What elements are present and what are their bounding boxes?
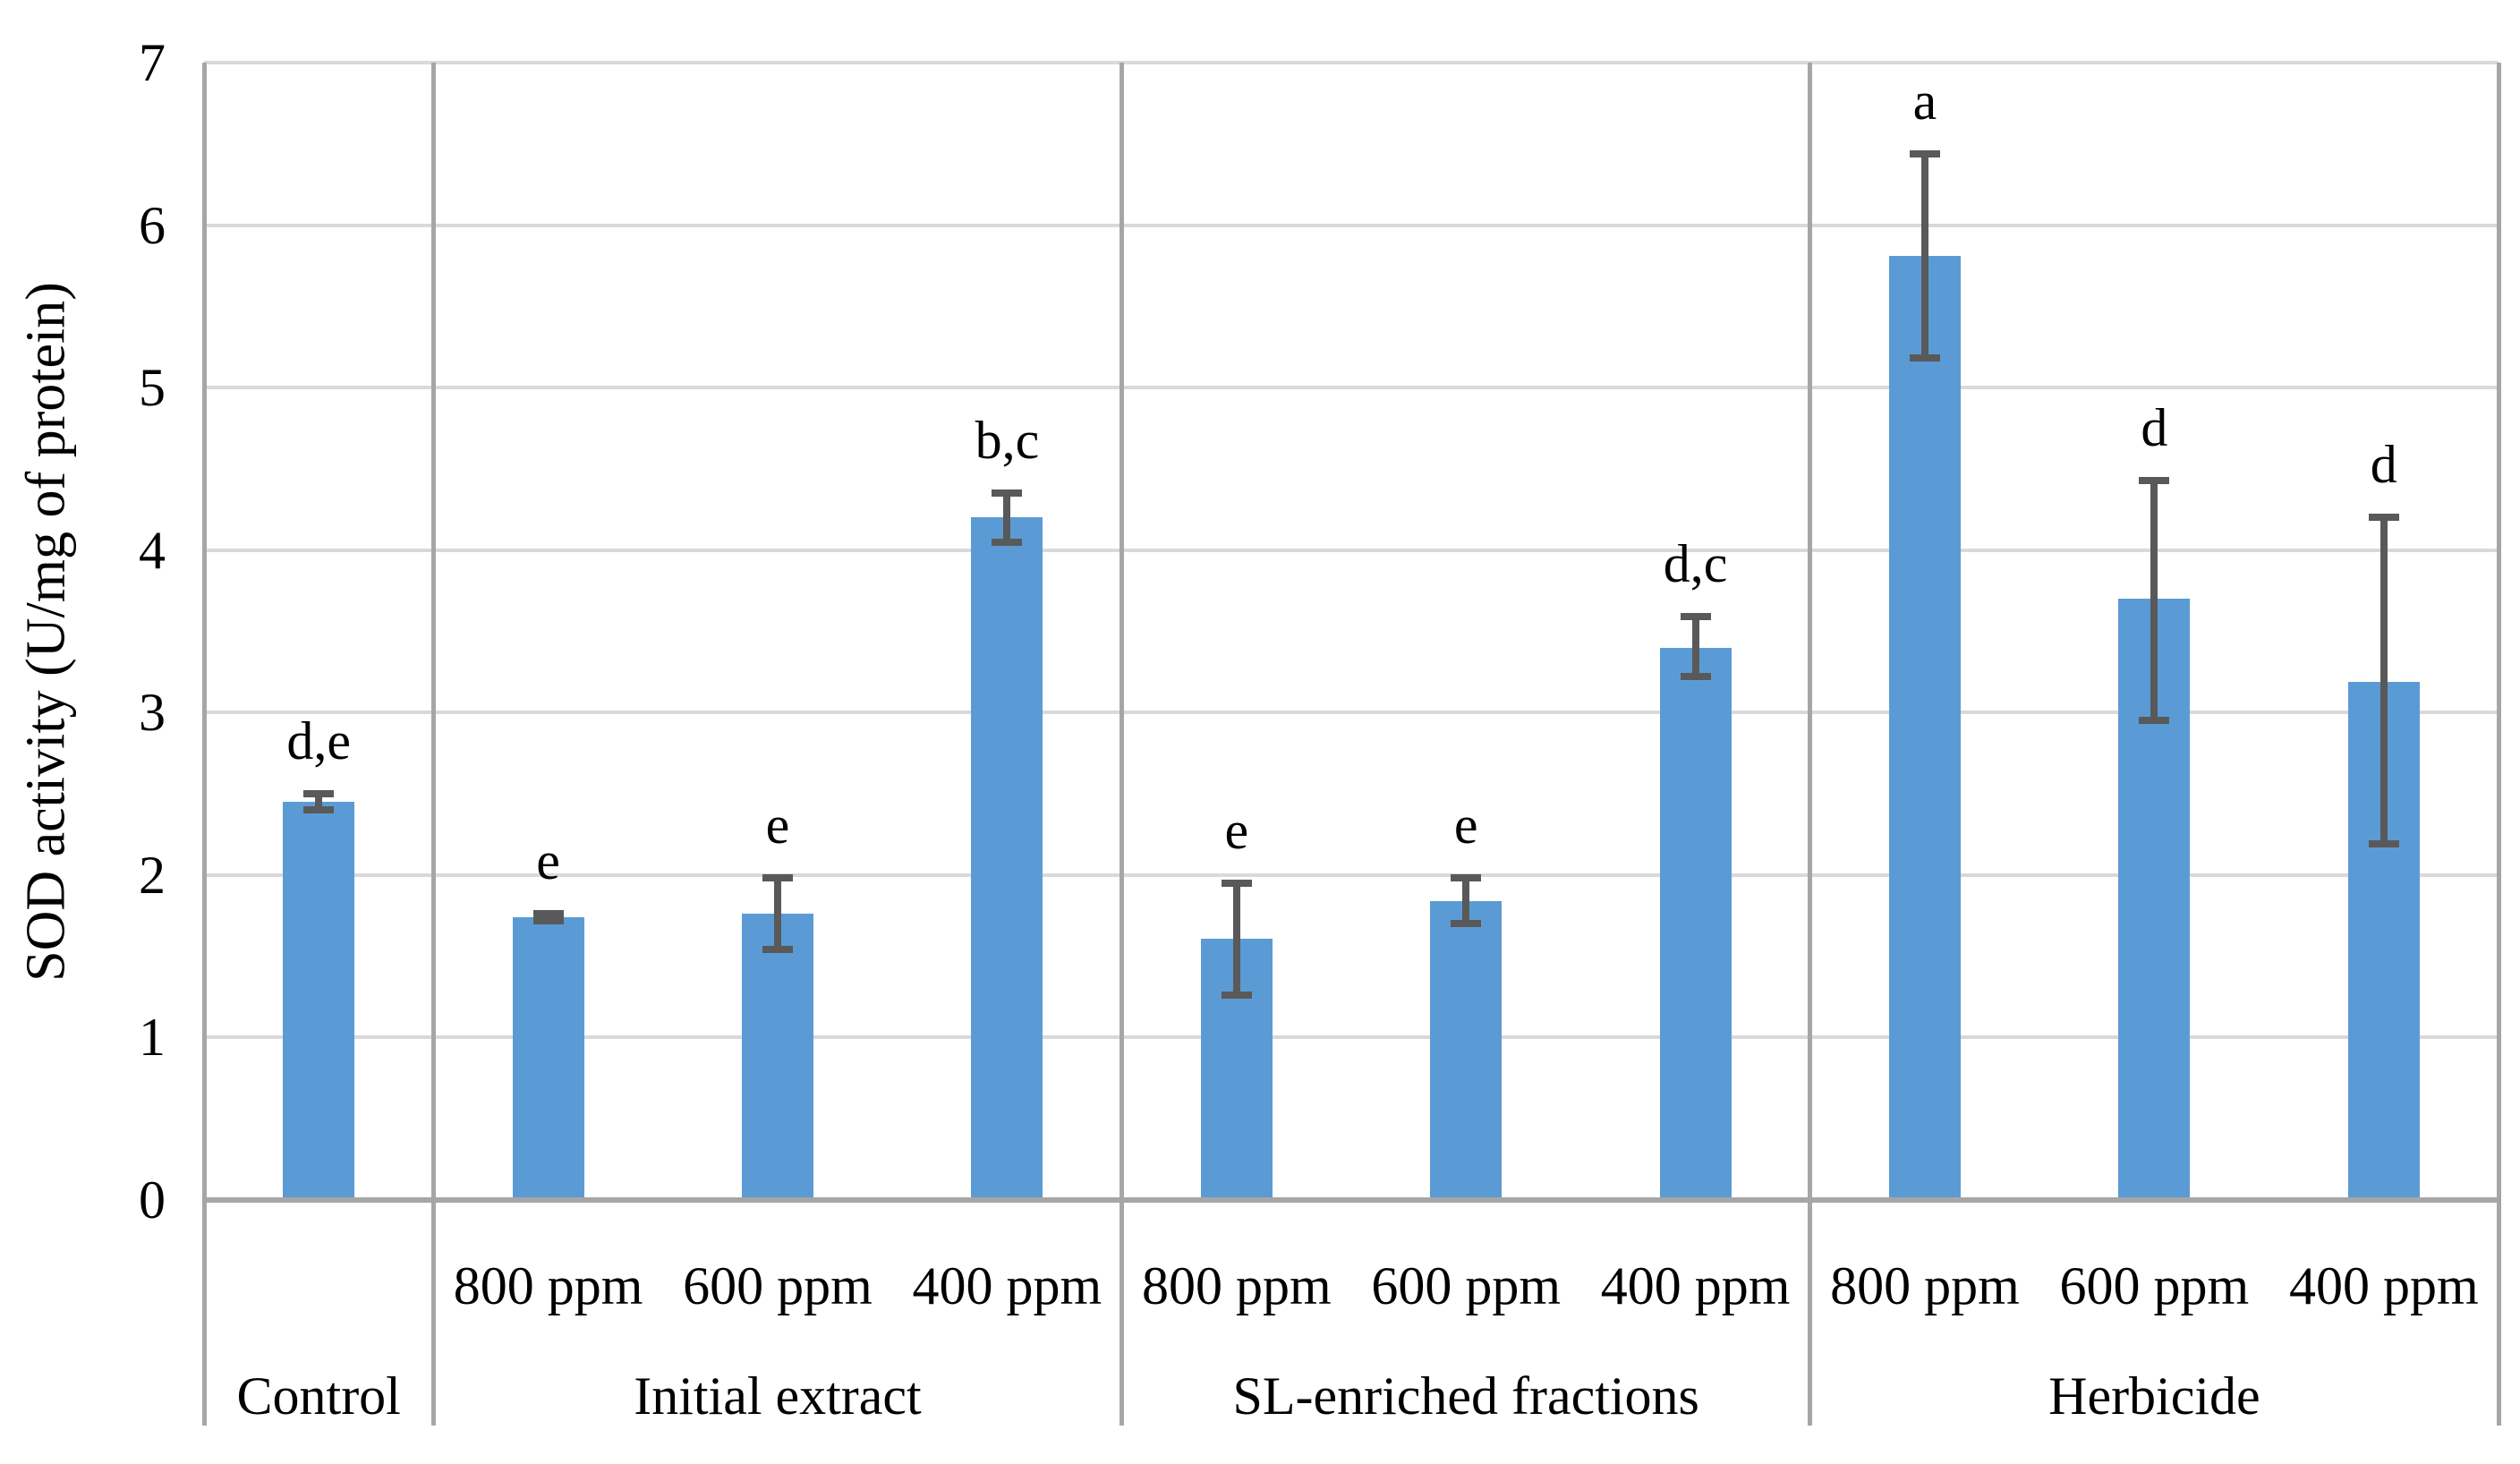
category-separator-line: [2496, 63, 2501, 1426]
error-bar-cap-top: [1910, 149, 1940, 157]
y-tick-label: 6: [139, 195, 166, 255]
significance-label: d: [2370, 435, 2397, 495]
group-label: SL-enriched fractions: [1232, 1366, 1699, 1426]
bar: [1889, 256, 1961, 1200]
error-bar-line: [1232, 882, 1240, 996]
category-separator-line: [430, 63, 436, 1426]
significance-label: e: [1224, 800, 1249, 860]
gridline: [204, 1035, 2499, 1040]
significance-label: b,c: [975, 411, 1040, 471]
group-label: Initial extract: [634, 1366, 922, 1426]
y-tick-label: 0: [139, 1170, 166, 1230]
error-bar-line: [774, 878, 781, 950]
error-bar-cap-bottom: [992, 538, 1023, 546]
y-tick-label: 5: [139, 358, 166, 418]
error-bar-cap-top: [762, 874, 793, 882]
error-bar-line: [2150, 480, 2158, 721]
error-bar-cap-bottom: [1451, 920, 1482, 928]
error-bar-cap-bottom: [303, 806, 335, 814]
error-bar-cap-top: [1680, 613, 1711, 621]
bar: [1659, 647, 1732, 1200]
x-axis-line: [204, 1197, 2499, 1203]
category-separator-line: [1808, 63, 1813, 1426]
error-bar-cap-top: [2139, 476, 2170, 484]
error-bar-cap-bottom: [1221, 992, 1252, 1000]
gridline: [204, 548, 2499, 552]
significance-label: e: [536, 831, 560, 891]
gridline: [204, 61, 2499, 64]
group-label: Control: [236, 1366, 401, 1426]
gridline: [204, 711, 2499, 715]
category-separator-line: [1120, 63, 1125, 1426]
bar: [971, 517, 1043, 1200]
error-bar-cap-bottom: [2368, 840, 2399, 848]
bar: [283, 802, 355, 1200]
significance-label: d,c: [1663, 534, 1728, 594]
y-tick-label: 4: [139, 520, 166, 580]
group-label: Herbicide: [2048, 1366, 2260, 1426]
y-tick-label: 1: [139, 1008, 166, 1068]
error-bar-line: [1003, 493, 1011, 542]
error-bar-cap-top: [2368, 514, 2399, 522]
bar: [512, 917, 584, 1200]
ppm-label: 800 ppm: [1830, 1256, 2020, 1315]
error-bar-cap-bottom: [532, 916, 564, 924]
error-bar-line: [315, 794, 323, 811]
category-separator-line: [201, 63, 207, 1426]
error-bar-cap-bottom: [2139, 717, 2170, 725]
significance-label: d,e: [286, 711, 351, 771]
ppm-label: 400 ppm: [2288, 1256, 2479, 1315]
error-bar-cap-top: [992, 489, 1023, 498]
error-bar-line: [2380, 517, 2388, 845]
bar: [1430, 900, 1503, 1200]
ppm-label: 400 ppm: [1600, 1256, 1791, 1315]
y-tick-label: 2: [139, 845, 166, 905]
error-bar-cap-top: [303, 790, 335, 798]
error-bar-cap-top: [1221, 879, 1252, 887]
error-bar-cap-top: [532, 910, 564, 918]
ppm-label: 600 ppm: [1371, 1256, 1562, 1315]
error-bar-line: [1462, 878, 1470, 924]
error-bar-line: [1921, 153, 1928, 359]
ppm-label: 800 ppm: [1141, 1256, 1332, 1315]
gridline: [204, 872, 2499, 877]
ppm-label: 600 ppm: [2059, 1256, 2250, 1315]
significance-label: e: [765, 796, 790, 855]
y-tick-label: 3: [139, 683, 166, 743]
significance-label: a: [1912, 71, 1937, 131]
ppm-label: 800 ppm: [453, 1256, 643, 1315]
significance-label: e: [1453, 796, 1478, 855]
significance-label: d: [2141, 397, 2168, 457]
ppm-label: 600 ppm: [683, 1256, 873, 1315]
error-bar-cap-top: [1451, 874, 1482, 882]
gridline: [204, 386, 2499, 390]
gridline: [204, 223, 2499, 227]
ppm-label: 400 ppm: [912, 1256, 1102, 1315]
error-bar-line: [1691, 617, 1699, 677]
y-tick-label: 7: [139, 33, 166, 92]
error-bar-cap-bottom: [1910, 354, 1940, 362]
error-bar-cap-bottom: [762, 946, 793, 954]
error-bar-cap-bottom: [1680, 673, 1711, 681]
bar: [742, 914, 813, 1200]
